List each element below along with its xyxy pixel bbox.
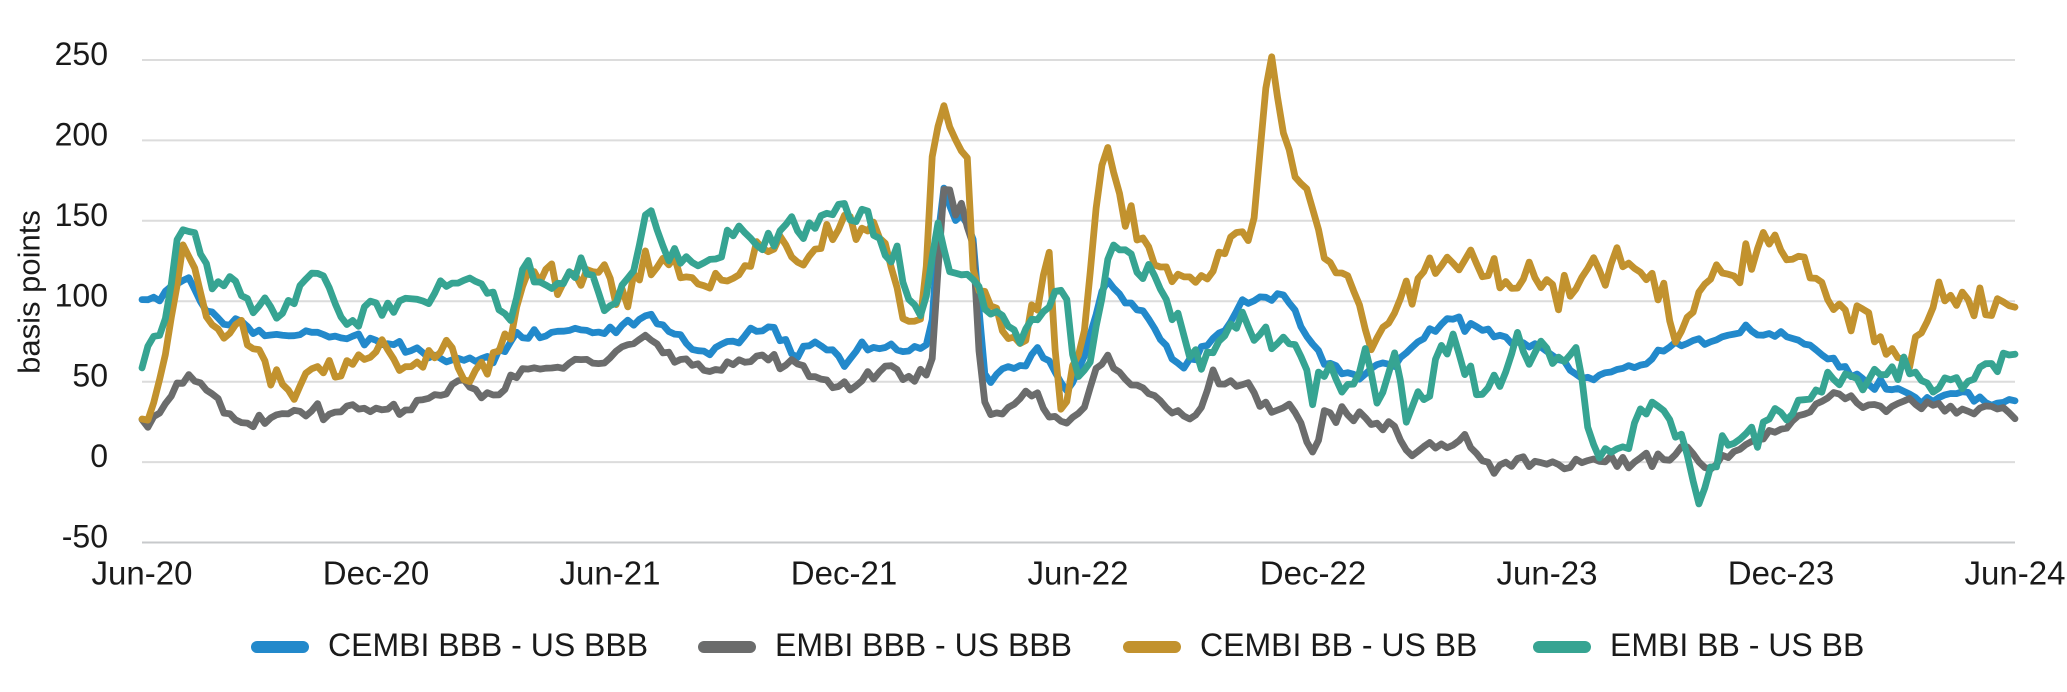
svg-text:basis points: basis points	[12, 210, 47, 374]
svg-text:EMBI BBB - US BBB: EMBI BBB - US BBB	[775, 627, 1072, 663]
svg-text:-50: -50	[62, 519, 108, 555]
svg-text:200: 200	[55, 116, 108, 152]
svg-text:Jun-23: Jun-23	[1497, 555, 1598, 592]
svg-text:250: 250	[55, 36, 108, 72]
svg-text:Dec-22: Dec-22	[1260, 555, 1366, 592]
svg-text:CEMBI BBB - US BBB: CEMBI BBB - US BBB	[328, 627, 648, 663]
svg-text:0: 0	[90, 438, 108, 474]
svg-text:Jun-21: Jun-21	[560, 555, 661, 592]
svg-text:Dec-20: Dec-20	[323, 555, 429, 592]
svg-text:Dec-21: Dec-21	[791, 555, 897, 592]
svg-text:Jun-20: Jun-20	[92, 555, 193, 592]
svg-text:Dec-23: Dec-23	[1728, 555, 1834, 592]
svg-text:EMBI BB - US BB: EMBI BB - US BB	[1610, 627, 1864, 663]
svg-text:Jun-22: Jun-22	[1028, 555, 1129, 592]
svg-text:100: 100	[55, 277, 108, 313]
svg-text:150: 150	[55, 197, 108, 233]
svg-text:50: 50	[72, 358, 108, 394]
svg-text:Jun-24: Jun-24	[1965, 555, 2066, 592]
svg-text:CEMBI BB - US BB: CEMBI BB - US BB	[1200, 627, 1477, 663]
